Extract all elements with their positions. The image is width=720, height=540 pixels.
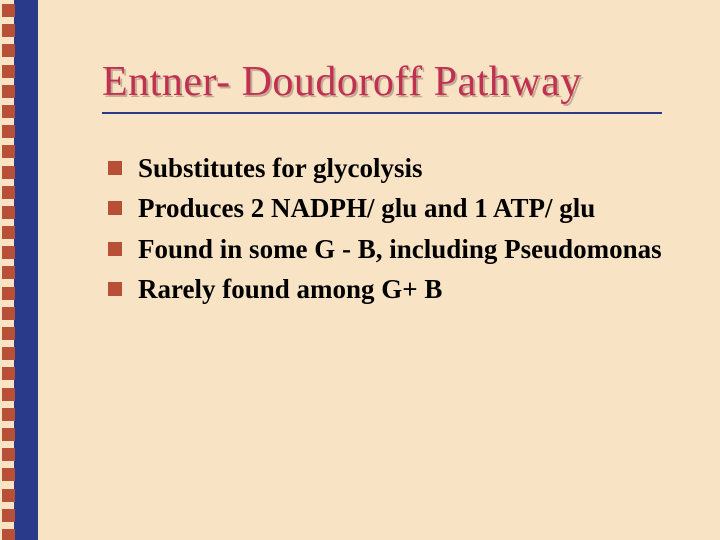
bar-square-icon: [2, 226, 15, 239]
left-decorative-bar: [0, 0, 38, 540]
list-item: Found in some G - B, including Pseudomon…: [108, 231, 680, 267]
bar-square-icon: [2, 428, 15, 441]
list-item: Rarely found among G+ B: [108, 271, 680, 307]
slide-content: Entner- Doudoroff Pathway Substitutes fo…: [38, 0, 720, 540]
bullet-text: Substitutes for glycolysis: [138, 150, 680, 186]
bar-square-icon: [2, 307, 15, 320]
bar-square-icon: [2, 125, 15, 138]
bar-square-icon: [2, 105, 15, 118]
bar-square-icon: [2, 448, 15, 461]
bar-square-icon: [2, 347, 15, 360]
bar-square-icon: [2, 489, 15, 502]
slide: Entner- Doudoroff Pathway Substitutes fo…: [0, 0, 720, 540]
bar-square-icon: [2, 529, 15, 540]
bullet-list: Substitutes for glycolysis Produces 2 NAD…: [102, 150, 680, 308]
bar-square-icon: [2, 145, 15, 158]
list-item: Substitutes for glycolysis: [108, 150, 680, 186]
bar-square-icon: [2, 266, 15, 279]
bar-square-icon: [2, 408, 15, 421]
bar-square-icon: [2, 85, 15, 98]
bar-square-icon: [2, 166, 15, 179]
title-underline: [102, 112, 662, 114]
bullet-text: Found in some G - B, including Pseudomon…: [138, 231, 680, 267]
bar-background: [14, 0, 38, 540]
square-bullet-icon: [108, 161, 122, 175]
square-bullet-icon: [108, 282, 122, 296]
bar-square-icon: [2, 287, 15, 300]
bar-square-icon: [2, 186, 15, 199]
bar-square-icon: [2, 4, 15, 17]
bullet-text: Rarely found among G+ B: [138, 271, 680, 307]
bar-square-icon: [2, 327, 15, 340]
bar-square-icon: [2, 206, 15, 219]
bullet-text: Produces 2 NADPH/ glu and 1 ATP/ glu: [138, 190, 680, 226]
bar-squares-container: [2, 4, 16, 540]
slide-title: Entner- Doudoroff Pathway: [102, 58, 680, 106]
bar-square-icon: [2, 509, 15, 522]
bar-square-icon: [2, 24, 15, 37]
bar-square-icon: [2, 388, 15, 401]
list-item: Produces 2 NADPH/ glu and 1 ATP/ glu: [108, 190, 680, 226]
bar-square-icon: [2, 468, 15, 481]
bar-square-icon: [2, 367, 15, 380]
bar-square-icon: [2, 65, 15, 78]
square-bullet-icon: [108, 201, 122, 215]
bar-square-icon: [2, 44, 15, 57]
bar-square-icon: [2, 246, 15, 259]
square-bullet-icon: [108, 242, 122, 256]
